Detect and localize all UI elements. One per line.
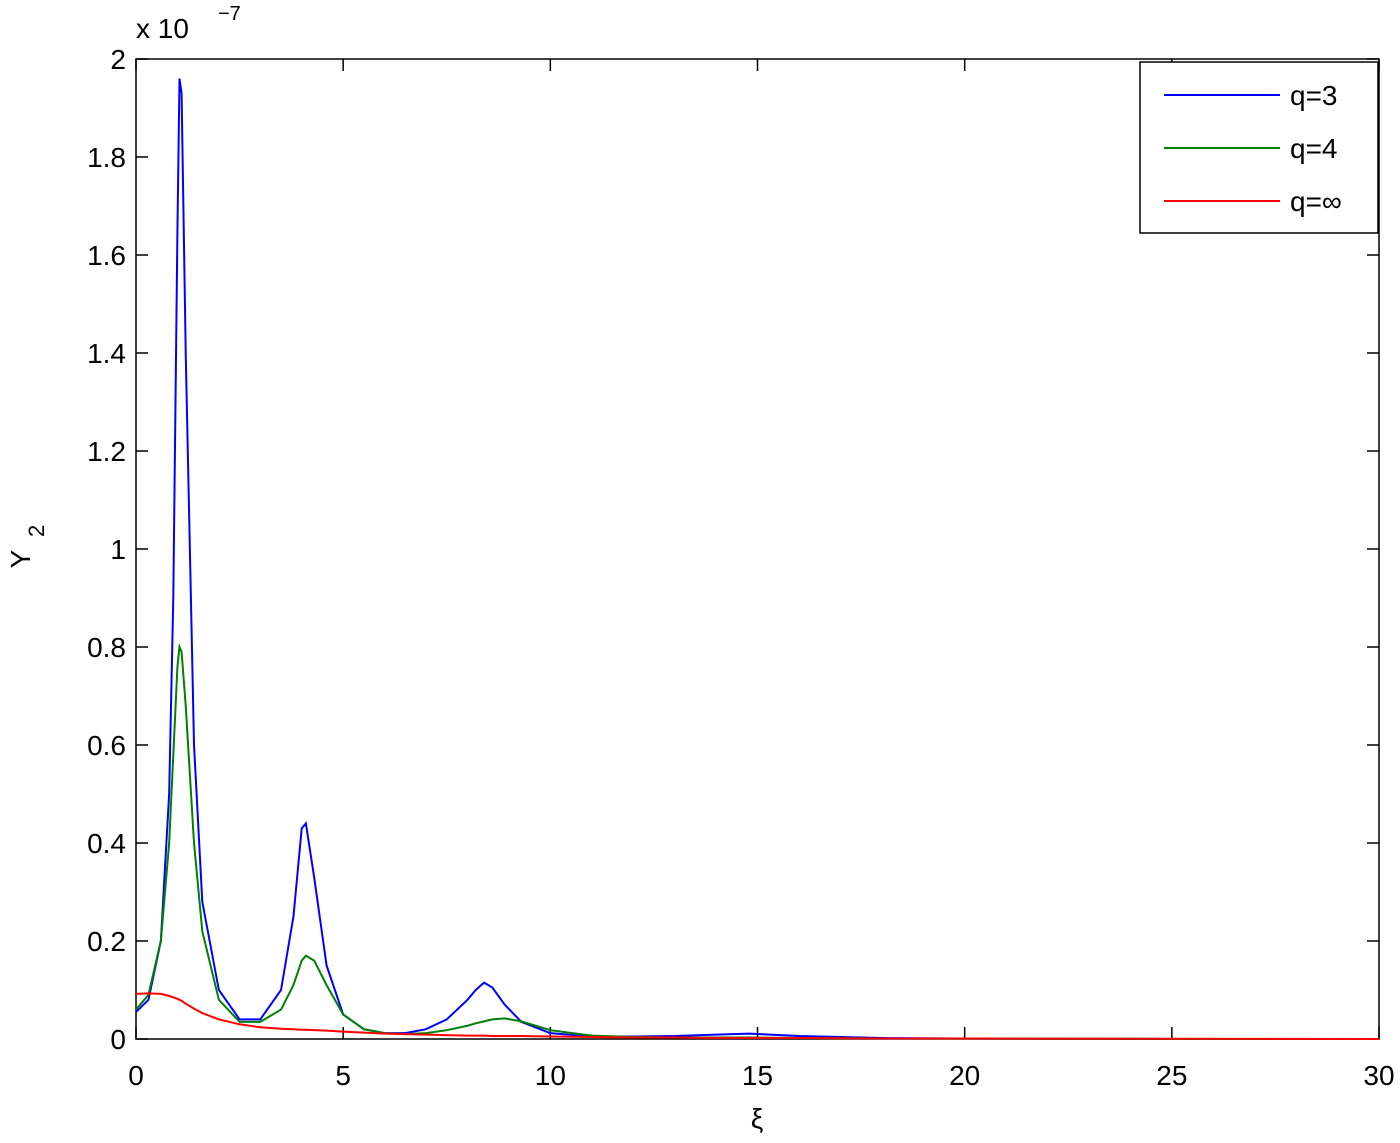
y-tick-label: 1.4 — [87, 338, 126, 369]
y-tick-label: 0.8 — [87, 632, 126, 663]
legend-label: q=4 — [1290, 133, 1338, 164]
x-tick-label: 30 — [1363, 1060, 1394, 1091]
x-tick-label: 10 — [535, 1060, 566, 1091]
y-tick-label: 1.2 — [87, 436, 126, 467]
y-multiplier: x 10 — [136, 13, 189, 44]
y-multiplier-exponent: −7 — [218, 3, 241, 25]
y-tick-label: 1.6 — [87, 240, 126, 271]
data-line — [135, 643, 1379, 1040]
y-tick-label: 0.6 — [87, 730, 126, 761]
y-tick-label: 0.2 — [87, 926, 126, 957]
x-tick-label: 5 — [335, 1060, 351, 1091]
x-tick-label: 15 — [742, 1060, 773, 1091]
legend-label: q=3 — [1290, 80, 1338, 111]
x-tick-label: 25 — [1156, 1060, 1187, 1091]
data-line — [135, 992, 1380, 1040]
x-tick-label: 20 — [949, 1060, 980, 1091]
y-tick-label: 0 — [110, 1024, 126, 1055]
y-axis-label: Y 2 — [5, 525, 49, 569]
x-tick-label: 0 — [128, 1060, 144, 1091]
y-tick-label: 1 — [110, 534, 126, 565]
legend-label: q=∞ — [1290, 186, 1342, 217]
y-tick-label: 2 — [110, 44, 126, 75]
y-tick-label: 0.4 — [87, 828, 126, 859]
y-axis-label-sub: 2 — [24, 525, 49, 537]
x-axis-label: ξ — [751, 1103, 764, 1134]
y-axis-label-main: Y — [5, 549, 36, 568]
y-tick-label: 1.8 — [87, 142, 126, 173]
